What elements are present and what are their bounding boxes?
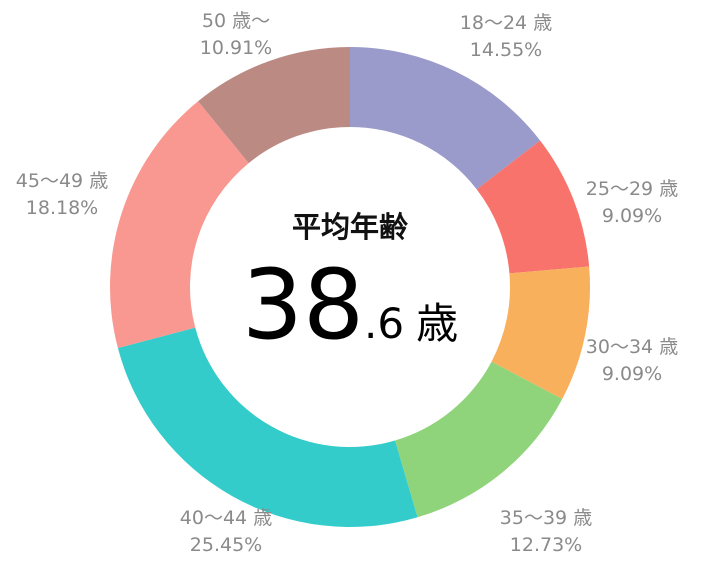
slice-7 (198, 47, 350, 164)
slice-percent-label: 10.91% (200, 37, 272, 59)
slice-percent-label: 12.73% (510, 534, 582, 556)
slice-percent-label: 25.45% (190, 534, 262, 556)
slice-category-label: 50 歳〜 (202, 10, 270, 32)
slice-5 (117, 327, 418, 527)
slice-1 (350, 47, 541, 190)
slice-category-label: 30〜34 歳 (586, 336, 678, 358)
slice-4 (395, 361, 563, 518)
center-value-decimal: .6 (364, 299, 404, 348)
slice-category-label: 25〜29 歳 (586, 178, 678, 200)
slice-label-3: 30〜34 歳 9.09% (586, 336, 678, 385)
slice-percent-label: 9.09% (602, 205, 662, 227)
center-summary: 平均年齢 38.6 歳 (242, 210, 458, 361)
slice-labels: 18〜24 歳 14.55% 25〜29 歳 9.09% 30〜34 歳 9.09% 35〜… (16, 10, 678, 556)
center-title: 平均年齢 (292, 210, 409, 244)
slice-percent-label: 14.55% (470, 39, 542, 61)
slice-category-label: 40〜44 歳 (180, 507, 272, 529)
slice-label-2: 25〜29 歳 9.09% (586, 178, 678, 227)
slice-label-4: 35〜39 歳 12.73% (500, 507, 592, 556)
slice-label-6: 45〜49 歳 18.18% (16, 170, 108, 219)
slice-6 (110, 101, 249, 348)
slice-label-7: 50 歳〜 10.91% (200, 10, 272, 59)
donut-slices (110, 47, 590, 527)
slice-category-label: 45〜49 歳 (16, 170, 108, 192)
slice-label-5: 40〜44 歳 25.45% (180, 507, 272, 556)
center-value-unit: 歳 (416, 299, 458, 348)
slice-percent-label: 9.09% (602, 363, 662, 385)
center-average-value: 38.6 歳 (242, 249, 458, 361)
slice-category-label: 18〜24 歳 (460, 12, 552, 34)
slice-3 (491, 266, 590, 400)
slice-percent-label: 18.18% (26, 197, 98, 219)
center-value-integer: 38 (242, 249, 364, 361)
slice-2 (476, 140, 590, 274)
slice-label-1: 18〜24 歳 14.55% (460, 12, 552, 61)
slice-category-label: 35〜39 歳 (500, 507, 592, 529)
